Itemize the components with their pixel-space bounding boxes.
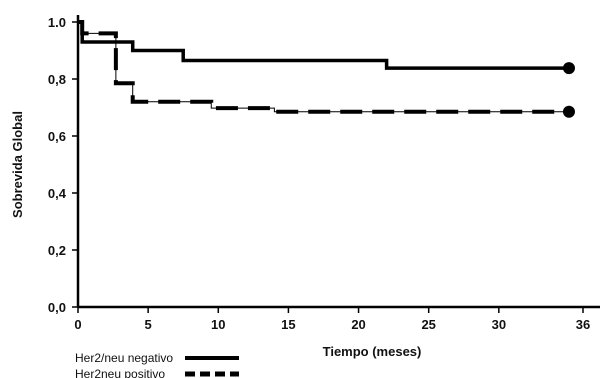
x-ticks: 0 5 10 15 20 25 30 36 — [74, 307, 590, 332]
x-tick-label: 36 — [576, 317, 590, 332]
x-tick-label: 25 — [421, 317, 435, 332]
censor-marker — [562, 62, 575, 75]
series-line-positive — [78, 20, 569, 114]
x-tick-label: 30 — [492, 317, 506, 332]
y-tick-label: 0,0 — [48, 300, 66, 315]
y-ticks: 0,0 0,2 0,4 0,6 0,8 1.0 — [48, 15, 78, 315]
censor-marker — [562, 105, 575, 118]
x-tick-label: 15 — [281, 317, 295, 332]
x-tick-label: 5 — [145, 317, 152, 332]
x-tick-label: 10 — [211, 317, 225, 332]
y-tick-label: 0,2 — [48, 243, 66, 258]
axes — [76, 15, 600, 309]
series-line-negative — [78, 20, 569, 70]
y-tick-label: 0,8 — [48, 72, 66, 87]
x-tick-label: 0 — [74, 317, 81, 332]
y-tick-label: 0,6 — [48, 129, 66, 144]
legend-label: Her2/neu negativo — [75, 351, 173, 365]
x-tick-label: 20 — [351, 317, 365, 332]
legend-label: Her2neu positivo — [75, 367, 165, 378]
y-tick-label: 0,4 — [48, 186, 67, 201]
y-tick-label: 1.0 — [48, 15, 66, 30]
series-layer — [78, 20, 575, 118]
legend: Her2/neu negativo Her2neu positivo — [75, 351, 239, 378]
y-axis-title: Sobrevida Global — [10, 111, 25, 218]
x-axis-title: Tiempo (meses) — [323, 344, 422, 359]
